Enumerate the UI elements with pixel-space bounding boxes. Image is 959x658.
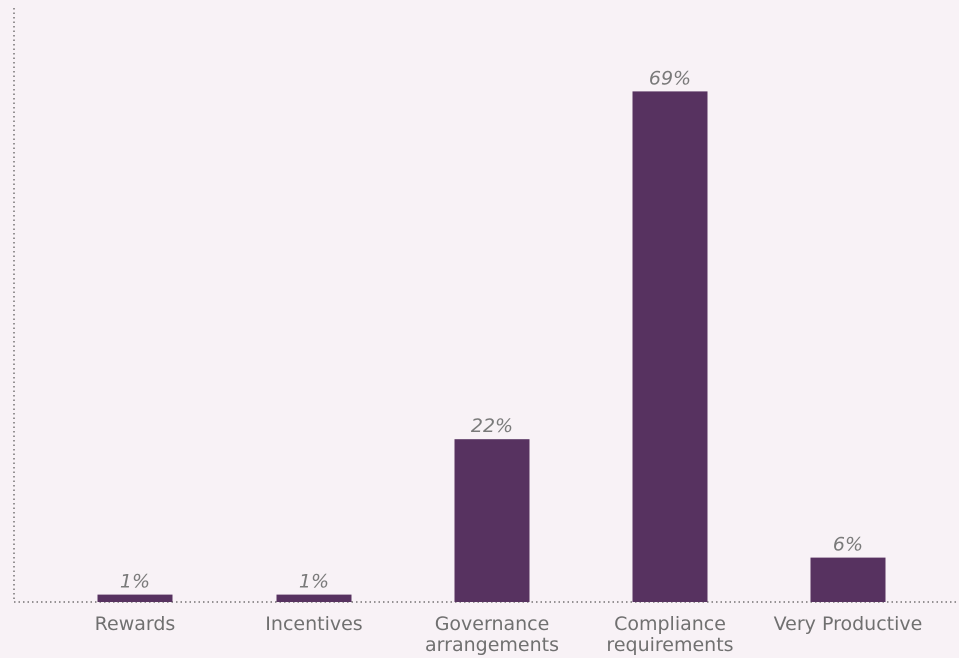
bar-value-label: 1% bbox=[120, 571, 150, 593]
x-tick-label: Incentives bbox=[265, 613, 362, 635]
x-tick-label: Rewards bbox=[95, 613, 176, 635]
data-labels: 1% 1% 22% 69% 6% bbox=[120, 67, 863, 592]
bar-value-label: 6% bbox=[833, 534, 863, 556]
x-tick-label: Governance bbox=[435, 613, 550, 635]
bar bbox=[97, 594, 173, 602]
x-tick-label: arrangements bbox=[425, 634, 559, 656]
x-tick-label: Very Productive bbox=[774, 613, 923, 635]
bar-series bbox=[97, 91, 886, 603]
bar bbox=[454, 439, 530, 602]
x-tick-label: Compliance bbox=[614, 613, 726, 635]
bar bbox=[632, 91, 708, 603]
bar-value-label: 69% bbox=[649, 67, 691, 89]
bar-value-label: 22% bbox=[471, 415, 513, 437]
bar bbox=[276, 594, 352, 602]
bar bbox=[810, 557, 886, 602]
bar-value-label: 1% bbox=[299, 571, 329, 593]
x-tick-label: requirements bbox=[606, 634, 733, 656]
